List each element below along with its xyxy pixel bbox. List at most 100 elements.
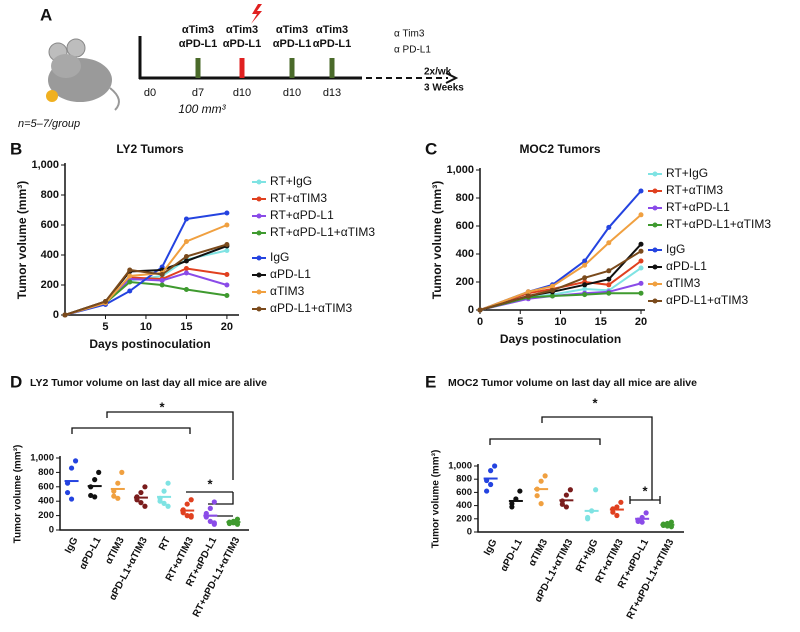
x-tick-label: 15 bbox=[595, 316, 607, 328]
data-point bbox=[119, 469, 125, 475]
legend-swatch bbox=[256, 179, 262, 185]
data-point bbox=[184, 513, 190, 519]
chart: B LY2 Tumors Tumor volume (mm³) 0 200 400 600 8… bbox=[10, 139, 375, 351]
x-tick-label: 20 bbox=[635, 316, 647, 328]
legend-label: αTIM3 bbox=[270, 284, 305, 298]
legend-swatch bbox=[256, 255, 262, 261]
y-tick-label: 800 bbox=[41, 189, 59, 201]
y-tick-label: 400 bbox=[456, 248, 474, 260]
legend-swatch bbox=[256, 306, 262, 312]
x-tick-label: 10 bbox=[554, 316, 566, 328]
x-tick-label: αTIM3 bbox=[527, 537, 550, 568]
panel-label: D bbox=[10, 372, 22, 391]
significance: * bbox=[159, 399, 165, 414]
data-point bbox=[142, 484, 148, 490]
series-line bbox=[479, 214, 642, 311]
data-point bbox=[638, 280, 644, 286]
legend-label: RT+αPD-L1 bbox=[270, 208, 334, 222]
day: d7 bbox=[192, 87, 204, 99]
data-point bbox=[188, 513, 194, 519]
data-point bbox=[638, 212, 644, 218]
y-tick-label: 1,000 bbox=[446, 164, 474, 176]
data-point bbox=[582, 258, 588, 264]
data-point bbox=[92, 494, 98, 500]
data-point bbox=[183, 239, 189, 244]
data-point bbox=[582, 286, 588, 292]
treatment: αTim3 bbox=[226, 24, 258, 36]
data-point bbox=[111, 493, 117, 499]
chart: E MOC2 Tumor volume on last day all mice … bbox=[425, 372, 697, 621]
bracket bbox=[71, 427, 191, 434]
data-point bbox=[488, 468, 494, 474]
data-point bbox=[538, 478, 544, 484]
day: d10 bbox=[283, 87, 301, 99]
legend-swatch bbox=[652, 188, 658, 194]
y-tick-label: 1,000 bbox=[448, 461, 472, 472]
group-size: n=5–7/group bbox=[18, 118, 80, 130]
data-point bbox=[614, 504, 620, 510]
data-point bbox=[639, 519, 645, 525]
y-tick-label: 600 bbox=[456, 487, 472, 498]
legend-label: αPD-L1 bbox=[666, 259, 707, 273]
data-point bbox=[517, 488, 523, 494]
data-point bbox=[484, 488, 490, 494]
data-point bbox=[62, 312, 68, 318]
y-tick-label: 600 bbox=[38, 481, 54, 492]
panel-label: B bbox=[10, 139, 22, 158]
data-point bbox=[224, 242, 230, 247]
legend-swatch bbox=[652, 281, 658, 287]
data-point bbox=[549, 283, 555, 289]
x-tick-label: αPD-L1 bbox=[78, 535, 104, 571]
y-tick-label: 800 bbox=[38, 467, 54, 478]
mouse-ear bbox=[66, 38, 86, 58]
legend-label: RT+αTIM3 bbox=[666, 183, 723, 197]
x-tick-label: 20 bbox=[221, 321, 233, 333]
series-line bbox=[479, 260, 642, 311]
data-point bbox=[96, 469, 102, 475]
data-point bbox=[68, 465, 75, 471]
y-tick-label: 800 bbox=[456, 192, 474, 204]
data-point bbox=[606, 290, 612, 296]
y-axis-label: Tumor volume (mm³) bbox=[430, 181, 444, 299]
data-point bbox=[549, 293, 555, 299]
data-point bbox=[211, 520, 217, 526]
legend-label: αTIM3 bbox=[666, 276, 701, 290]
data-point bbox=[68, 496, 75, 502]
bracket bbox=[186, 491, 234, 517]
legend-swatch bbox=[256, 289, 262, 295]
axes bbox=[59, 456, 249, 531]
data-point bbox=[534, 493, 540, 499]
data-point bbox=[115, 495, 121, 501]
x-tick-label: IgG bbox=[63, 535, 81, 555]
data-point bbox=[668, 519, 674, 525]
y-tick-label: 200 bbox=[456, 513, 472, 524]
legend-swatch bbox=[652, 247, 658, 253]
radiation-icon bbox=[251, 4, 262, 24]
data-point bbox=[638, 290, 644, 296]
bracket bbox=[106, 411, 234, 480]
legend-swatch bbox=[652, 264, 658, 270]
data-point bbox=[165, 503, 171, 509]
data-point bbox=[582, 292, 588, 298]
data-point bbox=[183, 254, 189, 259]
schedule: 2x/wk bbox=[424, 67, 452, 78]
data-point bbox=[593, 487, 599, 493]
significance: * bbox=[207, 476, 213, 491]
data-point bbox=[638, 258, 644, 264]
chart-title: MOC2 Tumors bbox=[519, 142, 600, 156]
tumor bbox=[46, 90, 58, 102]
y-tick-label: 1,000 bbox=[31, 159, 59, 171]
data-point bbox=[64, 489, 71, 496]
panel-a: A n=5–7/group αTim3 αPD-L1 αTim3 αPD-L1 … bbox=[18, 4, 464, 130]
data-point bbox=[224, 248, 230, 253]
bracket bbox=[541, 416, 653, 500]
y-tick-label: 0 bbox=[49, 525, 54, 536]
data-point bbox=[525, 293, 531, 299]
data-point bbox=[224, 282, 230, 288]
y-axis-label: Tumor volume (mm³) bbox=[13, 445, 24, 544]
treatment: αPD-L1 bbox=[179, 38, 218, 50]
data-point bbox=[188, 497, 194, 503]
data-point bbox=[183, 266, 189, 271]
